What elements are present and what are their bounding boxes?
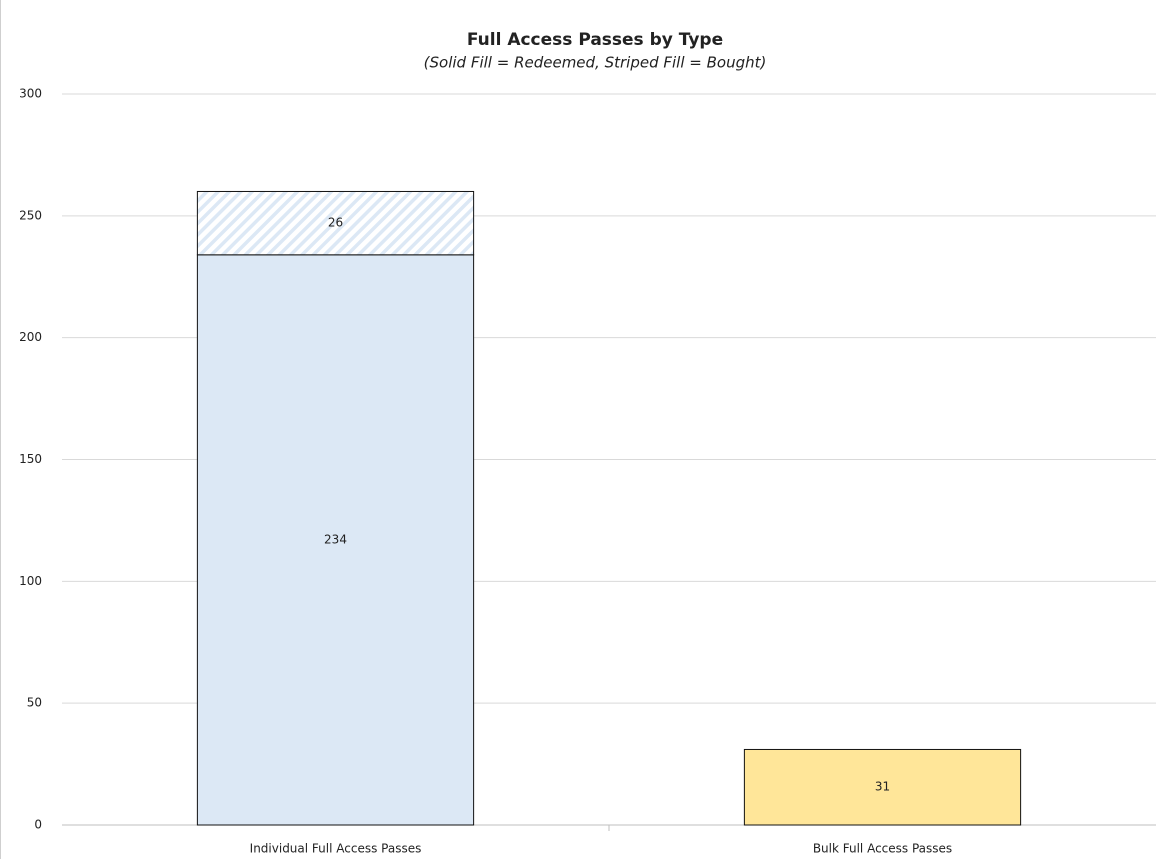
data-label: 31 xyxy=(875,780,890,794)
chart-subtitle: (Solid Fill = Redeemed, Striped Fill = B… xyxy=(424,54,767,72)
y-tick-label: 300 xyxy=(19,87,42,101)
y-tick-label: 0 xyxy=(34,818,42,832)
x-tick-label: Individual Full Access Passes xyxy=(250,842,422,856)
y-tick-label: 150 xyxy=(19,452,42,466)
y-tick-label: 250 xyxy=(19,208,42,222)
data-label: 234 xyxy=(324,532,347,546)
bar-segment xyxy=(196,254,475,826)
x-tick-label: Bulk Full Access Passes xyxy=(813,842,952,856)
data-label: 26 xyxy=(328,216,343,230)
bar-segment xyxy=(196,190,475,256)
bar-segment xyxy=(743,748,1022,826)
chart-title: Full Access Passes by Type xyxy=(467,30,723,50)
y-tick-label: 200 xyxy=(19,330,42,344)
y-tick-label: 100 xyxy=(19,574,42,588)
y-tick-label: 50 xyxy=(27,696,42,710)
